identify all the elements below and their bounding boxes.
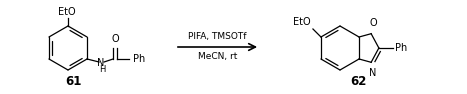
Text: H: H bbox=[99, 64, 105, 74]
Text: 62: 62 bbox=[350, 75, 366, 88]
Text: N: N bbox=[97, 58, 105, 68]
Text: O: O bbox=[369, 18, 377, 28]
Text: EtO: EtO bbox=[293, 17, 311, 27]
Text: EtO: EtO bbox=[58, 7, 76, 17]
Text: N: N bbox=[369, 68, 377, 78]
Text: MeCN, rt: MeCN, rt bbox=[198, 52, 237, 61]
Text: Ph: Ph bbox=[133, 54, 145, 64]
Text: 61: 61 bbox=[65, 75, 81, 88]
Text: PIFA, TMSOTf: PIFA, TMSOTf bbox=[188, 32, 247, 41]
Text: Ph: Ph bbox=[395, 43, 407, 53]
Text: O: O bbox=[111, 34, 119, 44]
